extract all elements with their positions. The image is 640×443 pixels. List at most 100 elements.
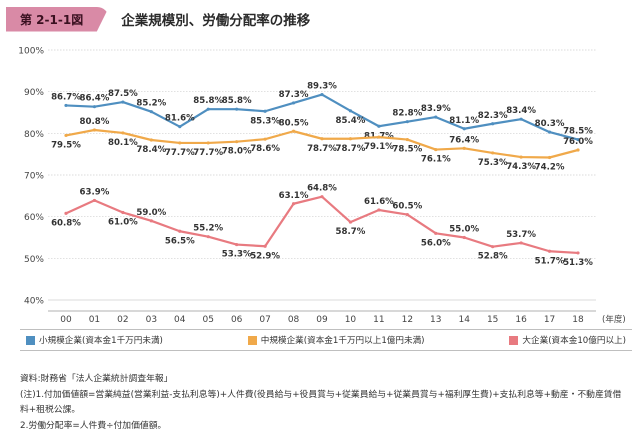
data-label: 82.8% [392, 109, 422, 119]
data-point [462, 146, 466, 150]
data-label: 81.1% [449, 116, 479, 126]
data-label: 76.4% [449, 135, 479, 145]
data-point [178, 125, 182, 129]
data-point [64, 211, 68, 215]
data-label: 55.0% [449, 225, 479, 235]
data-point [491, 151, 495, 155]
data-label: 85.8% [193, 96, 223, 106]
data-point [263, 109, 267, 113]
data-point [547, 155, 552, 160]
data-point [462, 235, 466, 240]
data-point [491, 245, 495, 249]
data-point [178, 141, 182, 145]
data-label: 53.3% [222, 250, 252, 260]
data-point [92, 198, 97, 203]
data-point [64, 133, 68, 138]
data-label: 85.8% [222, 96, 252, 106]
data-point [235, 140, 239, 144]
data-label: 53.7% [506, 230, 536, 240]
data-point [291, 129, 296, 133]
data-label: 77.7% [165, 148, 195, 158]
data-point [377, 135, 381, 139]
data-point [92, 105, 97, 109]
data-point [149, 110, 153, 114]
legend-item-medium: 中規模企業(資本金1千万円以上1億円未満) [247, 334, 425, 346]
data-point [434, 231, 438, 235]
y-tick-label: 50% [24, 255, 44, 265]
line-chart: 40% 50% 60% 70% 80% 90% 100% 00 01 02 03 04 05 06 07 08… [18, 47, 626, 326]
data-label: 63.1% [279, 191, 309, 201]
data-point [92, 128, 97, 132]
data-point [206, 141, 210, 145]
x-axis-label: (年度) [602, 314, 626, 325]
data-point [320, 195, 324, 199]
x-tick-label: 02 [117, 315, 128, 325]
data-label: 85.4% [336, 116, 366, 126]
data-point [235, 107, 239, 111]
data-label: 60.8% [51, 218, 81, 228]
data-label: 74.3% [506, 162, 536, 172]
data-label: 51.7% [535, 256, 565, 266]
data-label: 60.5% [392, 202, 422, 212]
x-tick-label: 01 [89, 315, 100, 325]
y-tick-label: 70% [24, 172, 44, 182]
data-point [519, 117, 523, 121]
data-label: 77.7% [193, 148, 223, 158]
data-point [462, 127, 466, 131]
data-label: 51.3% [563, 258, 593, 268]
data-point [348, 137, 353, 141]
source-note: 資料:財務省「法人企業統計調査年報」 [20, 374, 173, 384]
y-tick-label: 40% [24, 297, 44, 307]
data-point [491, 122, 495, 126]
x-tick-label: 10 [345, 315, 357, 325]
x-tick-label: 13 [430, 315, 441, 325]
y-tick-label: 100% [18, 47, 44, 57]
data-point [263, 244, 267, 248]
data-label: 82.3% [478, 111, 508, 121]
data-label: 79.1% [364, 142, 394, 152]
data-point [149, 219, 153, 223]
x-tick-label: 05 [202, 315, 213, 325]
data-point [405, 212, 409, 217]
data-label: 78.0% [222, 147, 252, 157]
data-label: 56.5% [165, 236, 195, 246]
data-label: 87.5% [108, 89, 138, 99]
legend-label-medium: 中規模企業(資本金1千万円以上1億円未満) [260, 336, 425, 346]
footnote-2: 2.労働分配率=人件費÷付加価値額。 [20, 420, 167, 431]
data-label: 85.3% [250, 116, 280, 126]
x-tick-label: 12 [402, 315, 413, 325]
x-tick-label: 15 [487, 315, 498, 325]
data-point [519, 241, 523, 245]
data-point [576, 148, 580, 152]
data-label: 78.7% [307, 144, 337, 154]
legend-item-large: 大企業(資本金10億円以上) [509, 334, 626, 346]
data-label: 83.9% [421, 104, 451, 114]
x-tick-label: 00 [60, 315, 72, 325]
data-label: 89.3% [307, 82, 337, 92]
data-point [206, 235, 210, 239]
y-tick-label: 80% [24, 130, 44, 140]
data-point [348, 109, 353, 113]
x-tick-label: 11 [373, 315, 384, 325]
data-point [377, 124, 381, 128]
x-tick-label: 07 [259, 315, 270, 325]
data-point [291, 202, 296, 206]
data-point [320, 92, 324, 97]
data-point [149, 138, 153, 142]
data-point [206, 107, 210, 111]
data-point [320, 137, 324, 141]
data-label: 78.5% [563, 127, 593, 137]
data-label: 52.8% [478, 252, 508, 262]
data-label: 80.8% [80, 117, 110, 127]
data-label: 80.5% [279, 118, 309, 128]
data-label: 52.9% [250, 251, 280, 261]
legend-swatch-medium [247, 335, 257, 345]
series-line-2 [65, 195, 579, 255]
data-point [121, 100, 125, 104]
data-label: 78.7% [336, 144, 366, 154]
x-tick-label: 08 [288, 315, 300, 325]
x-tick-label: 17 [544, 315, 555, 325]
data-label: 86.4% [80, 94, 110, 104]
data-point [263, 137, 267, 141]
data-point [434, 115, 438, 119]
